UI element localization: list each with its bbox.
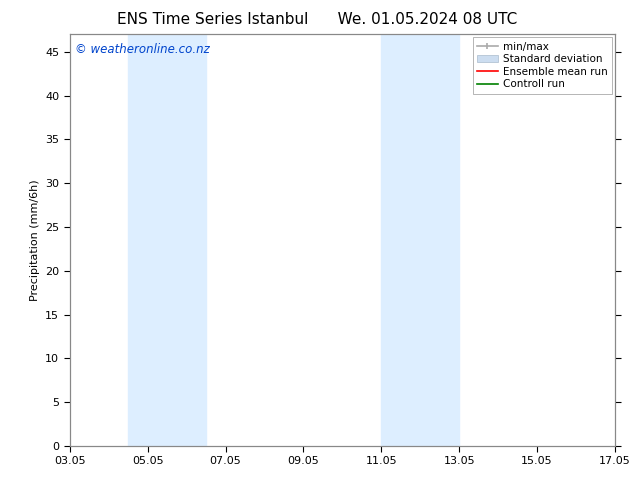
Y-axis label: Precipitation (mm/6h): Precipitation (mm/6h) xyxy=(30,179,40,301)
Bar xyxy=(381,34,459,446)
Bar xyxy=(128,34,206,446)
Text: ENS Time Series Istanbul      We. 01.05.2024 08 UTC: ENS Time Series Istanbul We. 01.05.2024 … xyxy=(117,12,517,27)
Legend: min/max, Standard deviation, Ensemble mean run, Controll run: min/max, Standard deviation, Ensemble me… xyxy=(473,37,612,94)
Text: © weatheronline.co.nz: © weatheronline.co.nz xyxy=(75,43,210,55)
